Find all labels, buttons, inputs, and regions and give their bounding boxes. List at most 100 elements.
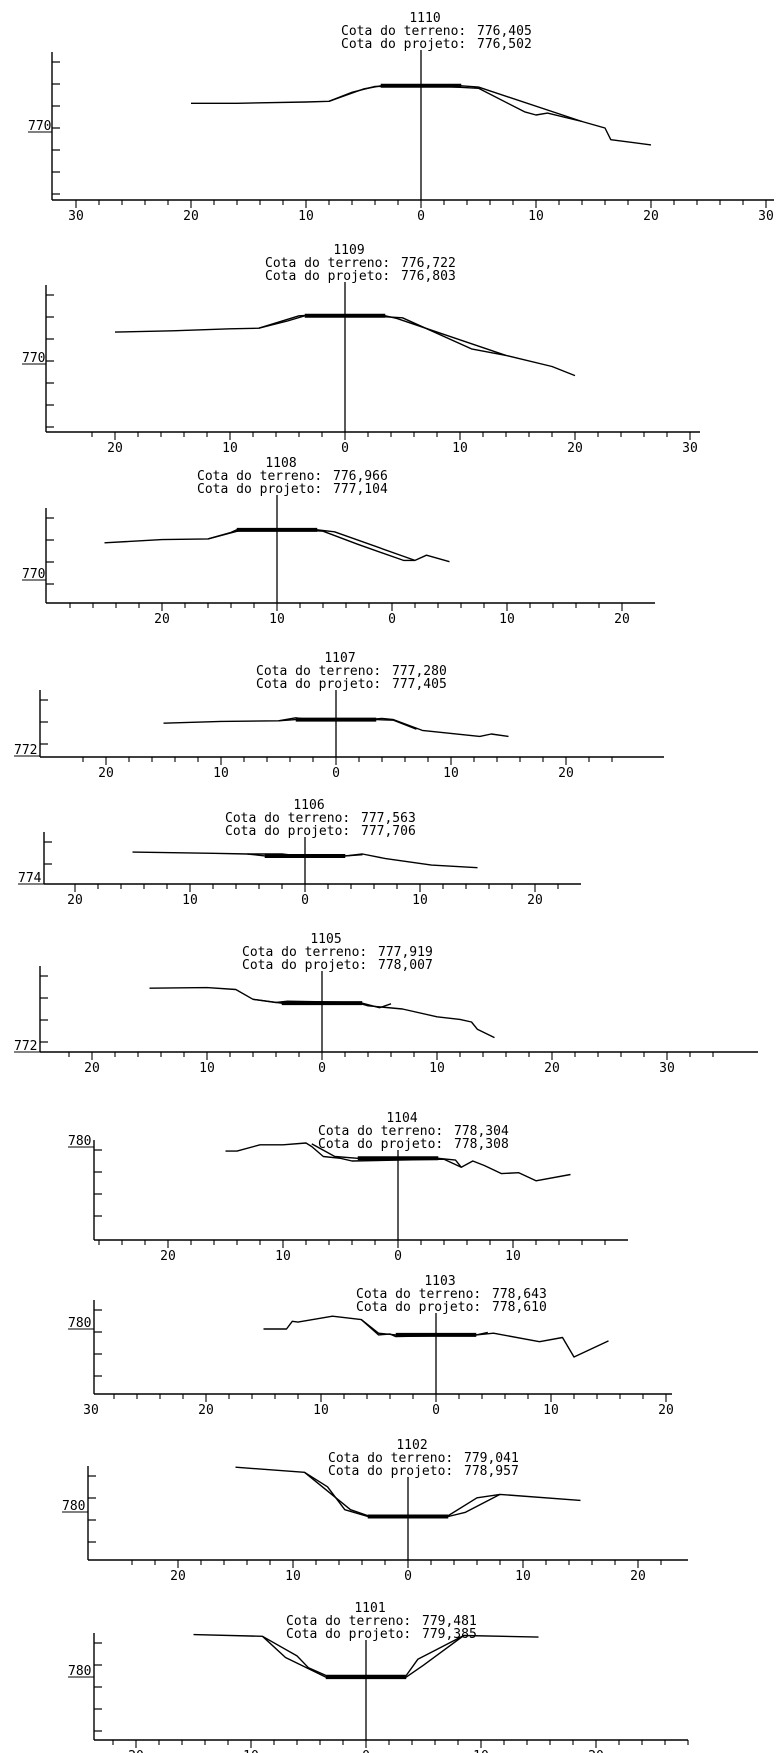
x-tick-label: 10 xyxy=(443,766,459,781)
x-tick-label: 20 xyxy=(98,766,114,781)
y-elevation-label: 774 xyxy=(18,871,42,886)
y-elevation-label: 780 xyxy=(68,1316,91,1331)
terrain-elevation-label: Cota do terreno: xyxy=(197,469,322,484)
x-tick-label: 0 xyxy=(432,1403,440,1418)
project-profile-line xyxy=(278,718,417,730)
x-tick-label: 30 xyxy=(682,441,698,456)
x-tick-label: 10 xyxy=(222,441,238,456)
x-tick-label: 20 xyxy=(614,612,630,627)
terrain-elevation-value: 777,919 xyxy=(378,945,433,960)
x-tick-label: 10 xyxy=(285,1569,301,1584)
x-tick-label: 10 xyxy=(275,1249,291,1264)
project-profile-line xyxy=(207,529,416,562)
x-tick-label: 10 xyxy=(213,766,229,781)
terrain-elevation-value: 776,722 xyxy=(401,256,456,271)
x-tick-label: 10 xyxy=(429,1061,445,1076)
project-elevation-label: Cota do projeto: xyxy=(341,37,466,52)
project-elevation-label: Cota do projeto: xyxy=(242,958,367,973)
x-tick-label: 30 xyxy=(758,209,774,224)
terrain-profile-line xyxy=(225,1142,571,1182)
project-profile-line xyxy=(252,998,392,1009)
x-tick-label: 20 xyxy=(160,1249,176,1264)
project-elevation-value: 778,308 xyxy=(454,1137,509,1152)
x-tick-label: 0 xyxy=(362,1749,370,1753)
terrain-elevation-label: Cota do terreno: xyxy=(242,945,367,960)
terrain-elevation-label: Cota do terreno: xyxy=(256,664,381,679)
y-elevation-label: 770 xyxy=(22,567,45,582)
station-number: 1105 xyxy=(310,932,341,947)
terrain-elevation-label: Cota do terreno: xyxy=(356,1287,481,1302)
y-elevation-label: 772 xyxy=(14,1039,37,1054)
x-tick-label: 10 xyxy=(269,612,285,627)
project-elevation-label: Cota do projeto: xyxy=(265,269,390,284)
x-tick-label: 20 xyxy=(154,612,170,627)
terrain-elevation-label: Cota do terreno: xyxy=(318,1124,443,1139)
station-number: 1102 xyxy=(396,1438,427,1453)
project-elevation-value: 778,007 xyxy=(378,958,433,973)
station-number: 1106 xyxy=(293,798,324,813)
x-tick-label: 0 xyxy=(388,612,396,627)
x-tick-label: 10 xyxy=(412,893,428,908)
terrain-elevation-label: Cota do terreno: xyxy=(225,811,350,826)
y-elevation-label: 780 xyxy=(62,1499,85,1514)
terrain-elevation-label: Cota do terreno: xyxy=(286,1614,411,1629)
x-tick-label: 20 xyxy=(658,1403,674,1418)
terrain-elevation-value: 776,405 xyxy=(477,24,532,39)
y-elevation-label: 770 xyxy=(28,119,51,134)
project-elevation-value: 779,385 xyxy=(422,1627,477,1642)
x-tick-label: 0 xyxy=(394,1249,402,1264)
x-tick-label: 10 xyxy=(452,441,468,456)
x-tick-label: 10 xyxy=(473,1749,489,1753)
terrain-elevation-value: 779,481 xyxy=(422,1614,477,1629)
x-tick-label: 0 xyxy=(318,1061,326,1076)
x-tick-label: 0 xyxy=(332,766,340,781)
x-tick-label: 20 xyxy=(588,1749,604,1753)
project-elevation-label: Cota do projeto: xyxy=(256,677,381,692)
terrain-elevation-value: 778,643 xyxy=(492,1287,547,1302)
station-number: 1103 xyxy=(424,1274,455,1289)
x-tick-label: 10 xyxy=(313,1403,329,1418)
y-elevation-label: 770 xyxy=(22,351,45,366)
project-elevation-value: 777,405 xyxy=(392,677,447,692)
project-elevation-value: 778,957 xyxy=(464,1464,519,1479)
project-elevation-label: Cota do projeto: xyxy=(328,1464,453,1479)
station-number: 1108 xyxy=(265,456,296,471)
x-tick-label: 20 xyxy=(643,209,659,224)
terrain-profile-line xyxy=(104,529,450,563)
station-number: 1109 xyxy=(333,243,364,258)
x-tick-label: 0 xyxy=(301,893,309,908)
x-tick-label: 0 xyxy=(404,1569,412,1584)
project-elevation-label: Cota do projeto: xyxy=(225,824,350,839)
project-profile-line xyxy=(258,315,507,357)
y-elevation-label: 780 xyxy=(68,1664,91,1679)
terrain-elevation-label: Cota do terreno: xyxy=(341,24,466,39)
project-elevation-label: Cota do projeto: xyxy=(197,482,322,497)
y-elevation-label: 780 xyxy=(68,1134,91,1149)
x-tick-label: 0 xyxy=(341,441,349,456)
x-tick-label: 20 xyxy=(67,893,83,908)
station-number: 1110 xyxy=(409,11,440,26)
x-tick-label: 20 xyxy=(170,1569,186,1584)
project-elevation-value: 776,502 xyxy=(477,37,532,52)
project-profile-line xyxy=(328,85,583,123)
x-tick-label: 20 xyxy=(84,1061,100,1076)
terrain-elevation-value: 777,280 xyxy=(392,664,447,679)
x-tick-label: 20 xyxy=(107,441,123,456)
terrain-elevation-value: 776,966 xyxy=(333,469,388,484)
project-elevation-value: 777,104 xyxy=(333,482,388,497)
project-elevation-value: 778,610 xyxy=(492,1300,547,1315)
x-tick-label: 30 xyxy=(68,209,84,224)
x-tick-label: 10 xyxy=(182,893,198,908)
station-number: 1101 xyxy=(354,1601,385,1616)
x-tick-label: 0 xyxy=(417,209,425,224)
x-tick-label: 20 xyxy=(630,1569,646,1584)
x-tick-label: 30 xyxy=(659,1061,675,1076)
